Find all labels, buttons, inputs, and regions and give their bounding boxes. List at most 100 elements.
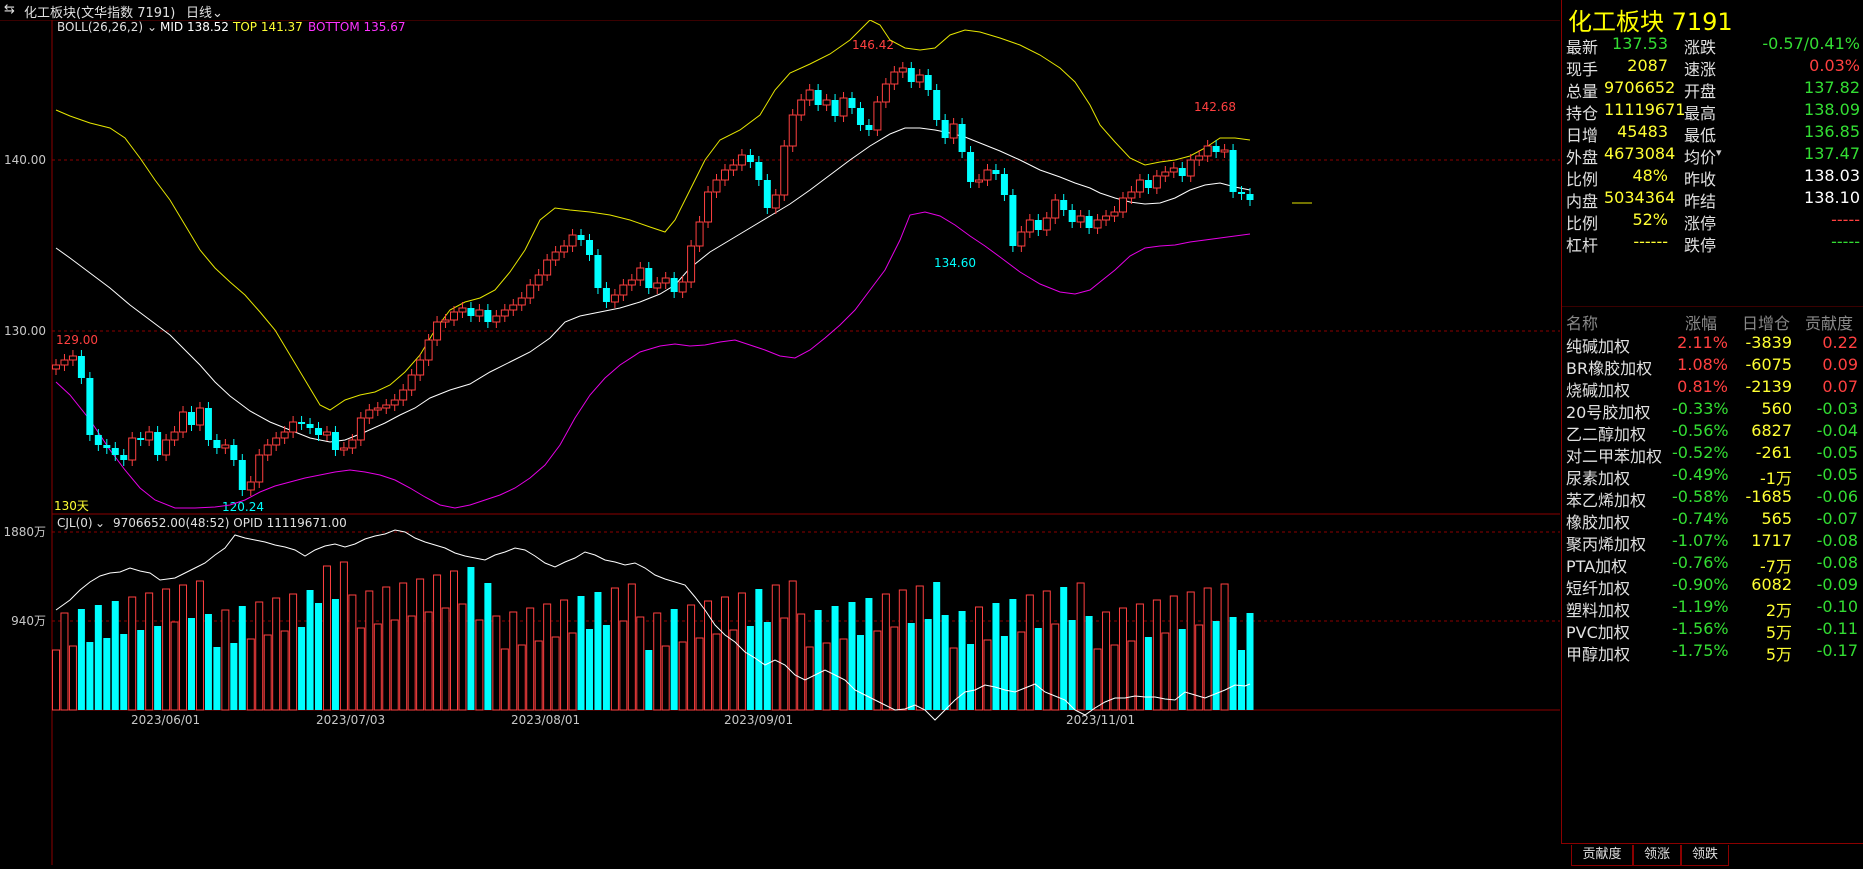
component-oi: 6827 — [1751, 421, 1792, 440]
volume-bar — [771, 584, 780, 711]
candle — [255, 454, 264, 483]
quote-row: 最新 137.53 涨跌 -0.57/0.41% — [1562, 34, 1863, 60]
component-row[interactable]: 塑料加权 -1.19% 2万 -0.10 — [1562, 597, 1863, 623]
candle — [602, 288, 610, 302]
component-row[interactable]: BR橡胶加权 1.08% -6075 0.09 — [1562, 355, 1863, 381]
component-row[interactable]: 纯碱加权 2.11% -3839 0.22 — [1562, 333, 1863, 359]
link-icon[interactable]: ⇆ — [4, 2, 15, 17]
boll-mid: MID 138.52 — [160, 20, 229, 34]
candlestick-chart[interactable]: 140.00 130.00 1880万 940万 BOLL(26,26,2) ⌄… — [0, 19, 1560, 865]
volume-bar — [467, 567, 475, 710]
component-contrib: -0.09 — [1816, 575, 1858, 594]
quote-value: 0.03% — [1809, 56, 1860, 75]
candle — [712, 179, 721, 193]
candle — [763, 180, 771, 208]
candle — [424, 339, 433, 361]
volume-bar — [534, 640, 543, 711]
component-row[interactable]: 甲醇加权 -1.75% 5万 -0.17 — [1562, 641, 1863, 667]
component-name: 苯乙烯加权 — [1566, 491, 1647, 510]
header-name[interactable]: 名称 — [1566, 314, 1599, 333]
volume-bar — [526, 607, 535, 711]
chevron-down-icon[interactable]: ⌄ — [95, 516, 105, 530]
component-row[interactable]: 乙二醇加权 -0.56% 6827 -0.04 — [1562, 421, 1863, 447]
volume-bar — [356, 627, 365, 711]
tab-contribution[interactable]: 贡献度 — [1571, 845, 1633, 866]
annotation-start: 129.00 — [56, 333, 98, 347]
component-name: 短纤加权 — [1566, 579, 1631, 598]
chart-area[interactable]: 140.00 130.00 1880万 940万 BOLL(26,26,2) ⌄… — [0, 19, 1560, 865]
volume-bar — [315, 603, 323, 710]
component-row[interactable]: PTA加权 -0.76% -7万 -0.08 — [1562, 553, 1863, 579]
volume-bar — [255, 601, 264, 711]
volume-bar — [484, 583, 492, 710]
quote-row: 持仓 11119671 最高 138.09 — [1562, 100, 1863, 126]
component-row[interactable]: 聚丙烯加权 -1.07% 1717 -0.08 — [1562, 531, 1863, 557]
component-row[interactable]: 对二甲苯加权 -0.52% -261 -0.05 — [1562, 443, 1863, 469]
component-change: -0.90% — [1672, 575, 1729, 594]
volume-bar — [890, 626, 899, 711]
component-row[interactable]: 尿素加权 -0.49% -1万 -0.05 — [1562, 465, 1863, 491]
chevron-down-icon[interactable]: ▾ — [1716, 146, 1722, 159]
candle — [230, 445, 238, 460]
component-row[interactable]: 短纤加权 -0.90% 6082 -0.09 — [1562, 575, 1863, 601]
candle — [831, 100, 839, 116]
volume-bar — [204, 614, 212, 710]
header-contrib[interactable]: 贡献度 — [1805, 314, 1854, 333]
candle — [577, 235, 585, 240]
quote-label: 昨结 — [1684, 192, 1717, 211]
candle-series — [52, 62, 1254, 496]
period-selector[interactable]: 日线⌄ — [186, 6, 223, 21]
volume-bar — [907, 623, 915, 710]
volume-bar — [627, 583, 636, 711]
candle — [636, 267, 645, 281]
component-contrib: -0.08 — [1816, 531, 1858, 550]
volume-bar — [441, 607, 450, 711]
candle — [975, 179, 984, 183]
component-name: 乙二醇加权 — [1566, 425, 1647, 444]
volume-bar — [560, 599, 569, 711]
panel-title: 化工板块 7191 — [1568, 8, 1733, 36]
quote-value: 137.53 — [1612, 34, 1668, 53]
candle — [86, 378, 94, 435]
header-change[interactable]: 涨幅 — [1685, 314, 1718, 333]
component-oi: -1万 — [1760, 469, 1792, 488]
boll-label[interactable]: BOLL(26,26,2) — [57, 20, 143, 34]
header-oi[interactable]: 日增仓 — [1742, 314, 1791, 333]
component-name: 塑料加权 — [1566, 601, 1631, 620]
tab-leading-down[interactable]: 领跌 — [1681, 845, 1729, 866]
volume-bar — [86, 642, 94, 710]
cjl-label[interactable]: CJL(0) — [57, 516, 93, 530]
volume-bar — [898, 589, 907, 711]
quote-row: 杠杆 ------ 跌停 ----- — [1562, 232, 1863, 258]
candle — [746, 155, 754, 162]
chevron-down-icon[interactable]: ⌄ — [147, 20, 157, 34]
quote-label: 现手 — [1566, 60, 1599, 79]
component-row[interactable]: PVC加权 -1.56% 5万 -0.11 — [1562, 619, 1863, 645]
quote-label: 跌停 — [1684, 236, 1717, 255]
component-row[interactable]: 烧碱加权 0.81% -2139 0.07 — [1562, 377, 1863, 403]
candle — [1000, 174, 1008, 195]
component-oi: -6075 — [1745, 355, 1793, 374]
component-row[interactable]: 20号胶加权 -0.33% 560 -0.03 — [1562, 399, 1863, 425]
component-row[interactable]: 苯乙烯加权 -0.58% -1685 -0.06 — [1562, 487, 1863, 513]
component-oi: -1685 — [1745, 487, 1793, 506]
volume-bar — [780, 617, 789, 711]
volume-bar — [1051, 623, 1060, 711]
volume-bar — [1076, 582, 1085, 711]
quote-value: 4673084 — [1604, 144, 1676, 163]
component-oi: 1717 — [1751, 531, 1792, 550]
instrument-title: 化工板块(文华指数 7191) — [24, 6, 176, 21]
volume-bar — [1000, 636, 1008, 710]
volume-bar — [162, 588, 171, 711]
volume-bar — [941, 615, 949, 710]
component-oi: -261 — [1755, 443, 1792, 462]
candle — [670, 278, 678, 292]
volume-bar — [187, 618, 195, 710]
quote-row: 内盘 5034364 昨结 138.10 — [1562, 188, 1863, 214]
candle — [120, 455, 128, 460]
boll-top: TOP 141.37 — [232, 20, 303, 34]
tab-leading-up[interactable]: 领涨 — [1633, 845, 1681, 866]
volume-bar — [416, 578, 425, 711]
component-row[interactable]: 橡胶加权 -0.74% 565 -0.07 — [1562, 509, 1863, 535]
candle — [1152, 175, 1161, 189]
